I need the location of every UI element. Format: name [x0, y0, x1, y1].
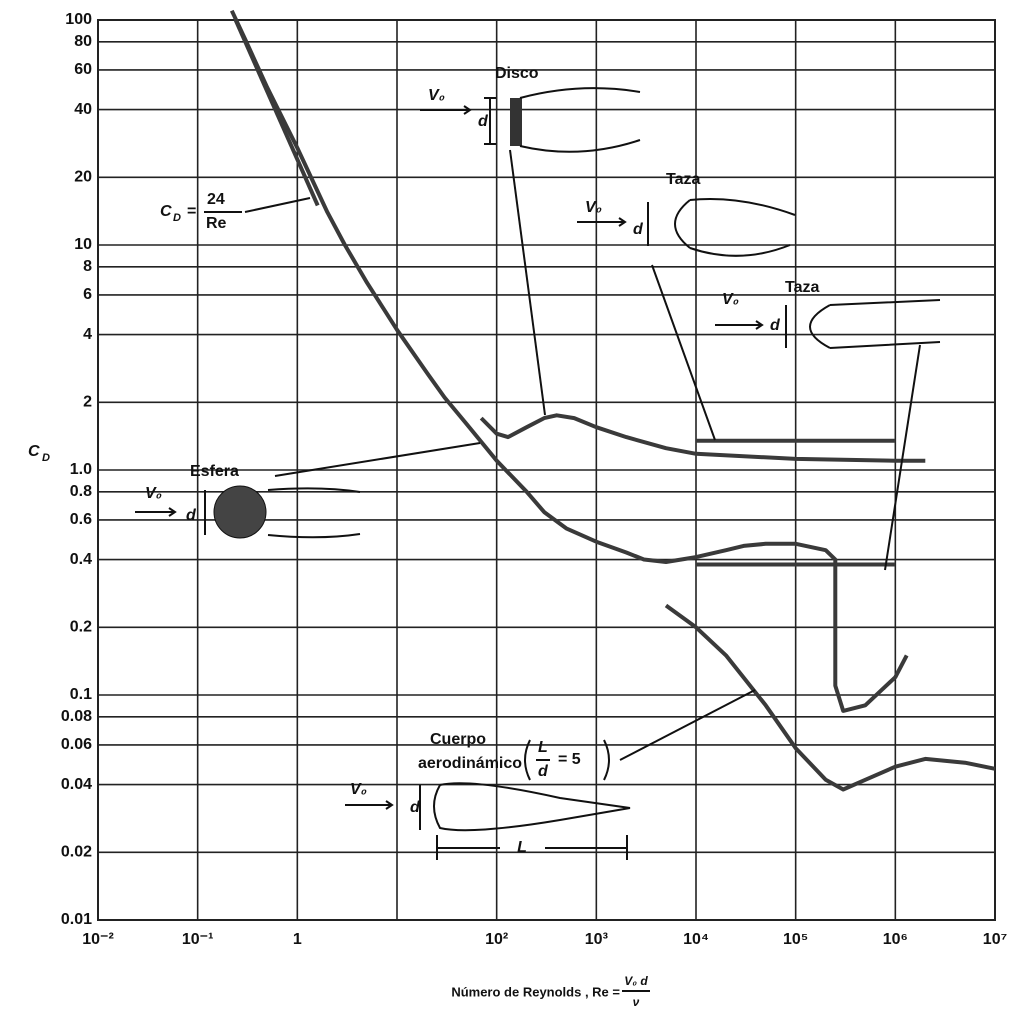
- ratio: d: [538, 763, 549, 780]
- leader: [275, 443, 480, 476]
- series-label: Cuerpo: [430, 731, 486, 748]
- y-tick-label: 0.6: [70, 511, 92, 528]
- x-tick-label: 10⁻¹: [182, 931, 214, 948]
- y-tick-label: 4: [83, 326, 92, 343]
- x-tick-label: 10⁷: [983, 931, 1007, 948]
- disk-shape: [510, 98, 522, 146]
- ratio: L: [538, 739, 548, 756]
- y-tick-label: 0.08: [61, 708, 92, 725]
- x-axis-label: V₀ d: [624, 974, 648, 988]
- y-axis-label: C: [28, 443, 40, 460]
- y-tick-label: 0.8: [70, 483, 92, 500]
- x-tick-label: 10³: [585, 931, 608, 948]
- sphere-shape: [214, 486, 266, 538]
- curve: [232, 11, 907, 711]
- d-label: d: [478, 113, 489, 130]
- y-tick-label: 0.2: [70, 618, 92, 635]
- x-tick-label: 10⁶: [883, 931, 908, 948]
- length-label: L: [517, 839, 527, 856]
- v0-label: V₀: [145, 485, 162, 502]
- curve: [481, 415, 925, 460]
- y-tick-label: 0.01: [61, 911, 92, 928]
- d-label: d: [633, 221, 644, 238]
- y-tick-label: 0.4: [70, 551, 92, 568]
- ratio: = 5: [558, 751, 581, 768]
- y-tick-label: 0.04: [61, 776, 92, 793]
- x-tick-label: 10⁵: [783, 931, 808, 948]
- y-tick-label: 20: [74, 168, 92, 185]
- formula: 24: [207, 191, 225, 208]
- cup-shape: [715, 300, 940, 348]
- series-label: aerodinámico: [418, 755, 522, 772]
- y-tick-label: 0.02: [61, 843, 92, 860]
- v0-label: V₀: [428, 87, 445, 104]
- v0-label: V₀: [350, 781, 367, 798]
- d-label: d: [770, 317, 781, 334]
- y-tick-label: 60: [74, 61, 92, 78]
- x-tick-label: 10⁴: [683, 931, 709, 948]
- series-label: Disco: [495, 65, 539, 82]
- curve: [666, 606, 995, 790]
- y-tick-label: 6: [83, 286, 92, 303]
- formula: D: [173, 212, 181, 224]
- x-tick-label: 10²: [485, 931, 508, 948]
- y-tick-label: 40: [74, 101, 92, 118]
- curves: [232, 11, 995, 790]
- series-label: Taza: [666, 171, 700, 188]
- y-tick-label: 80: [74, 33, 92, 50]
- v0-label: V₀: [722, 291, 739, 308]
- d-label: d: [186, 507, 197, 524]
- series-label: Taza: [785, 279, 819, 296]
- annotations: Disco V₀ d Taza V₀ d Taza V₀ d Esfera V₀…: [135, 65, 940, 860]
- chart: 10⁻² 10⁻¹ 1 10² 10³ 10⁴ 10⁵ 10⁶ 10⁷ 100 80 60 40 20 10…: [0, 0, 1012, 1012]
- v0-label: V₀: [585, 199, 602, 216]
- leader: [885, 345, 920, 570]
- x-axis-label: Número de Reynolds , Re =: [451, 984, 620, 999]
- y-tick-label: 0.1: [70, 686, 92, 703]
- leader: [510, 150, 545, 415]
- y-tick-label: 1.0: [70, 461, 92, 478]
- leader: [652, 265, 715, 440]
- y-tick-label: 10: [74, 236, 92, 253]
- cup-shape: [577, 199, 795, 256]
- y-axis-label: D: [42, 452, 50, 464]
- streamlined-shape: [345, 783, 630, 830]
- leader: [245, 198, 310, 212]
- length-dim: [437, 835, 627, 860]
- formula: =: [187, 203, 196, 220]
- y-tick-label: 0.06: [61, 736, 92, 753]
- leader: [620, 690, 755, 760]
- wake: [520, 88, 640, 152]
- y-tick-label: 100: [65, 11, 92, 28]
- y-tick-label: 8: [83, 258, 92, 275]
- y-tick-label: 2: [83, 393, 92, 410]
- formula: C: [160, 203, 172, 220]
- formula: Re: [206, 215, 227, 232]
- x-axis-label: ν: [633, 995, 640, 1009]
- x-tick-label: 10⁻²: [82, 931, 114, 948]
- x-tick-label: 1: [293, 931, 302, 948]
- series-label: Esfera: [190, 463, 239, 480]
